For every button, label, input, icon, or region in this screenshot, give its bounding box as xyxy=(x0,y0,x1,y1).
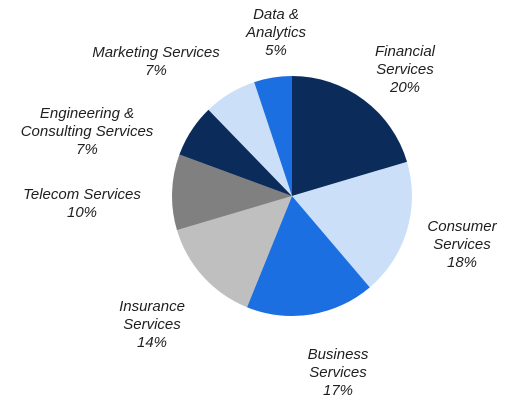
category-label: Data & Analytics xyxy=(245,6,307,41)
slice-label: Marketing Services 7% xyxy=(66,44,246,80)
slice-label: Insurance Services 14% xyxy=(107,298,197,352)
slice-label: Data & Analytics 5% xyxy=(236,6,316,60)
category-label: Engineering & Consulting Services xyxy=(20,105,154,140)
pie-slice xyxy=(208,82,292,196)
value-label: 20% xyxy=(389,79,421,96)
pie-slice xyxy=(246,196,370,317)
slice-label: Business Services 17% xyxy=(293,346,383,400)
pie-slice xyxy=(172,154,292,231)
value-label: 7% xyxy=(145,62,167,79)
category-label: Insurance Services xyxy=(119,298,185,333)
value-label: 18% xyxy=(446,254,478,271)
category-label: Business Services xyxy=(307,346,369,381)
pie-slice xyxy=(176,196,292,308)
value-label: 7% xyxy=(76,141,98,158)
category-label: Telecom Services xyxy=(23,186,141,203)
slice-label: Consumer Services 18% xyxy=(417,218,507,272)
slice-label: Telecom Services 10% xyxy=(0,186,167,222)
pie-slice xyxy=(292,76,408,196)
pie-slice xyxy=(179,109,292,196)
value-label: 14% xyxy=(136,334,168,351)
value-label: 5% xyxy=(265,42,287,59)
category-label: Marketing Services xyxy=(92,44,220,61)
pie-slice xyxy=(292,161,412,288)
slice-label: Financial Services 20% xyxy=(363,43,448,97)
category-label: Financial Services xyxy=(374,43,436,78)
value-label: 17% xyxy=(322,382,354,399)
pie-slice xyxy=(254,76,292,196)
value-label: 10% xyxy=(66,204,98,221)
category-label: Consumer Services xyxy=(427,218,497,253)
slice-label: Engineering & Consulting Services 7% xyxy=(12,105,162,159)
